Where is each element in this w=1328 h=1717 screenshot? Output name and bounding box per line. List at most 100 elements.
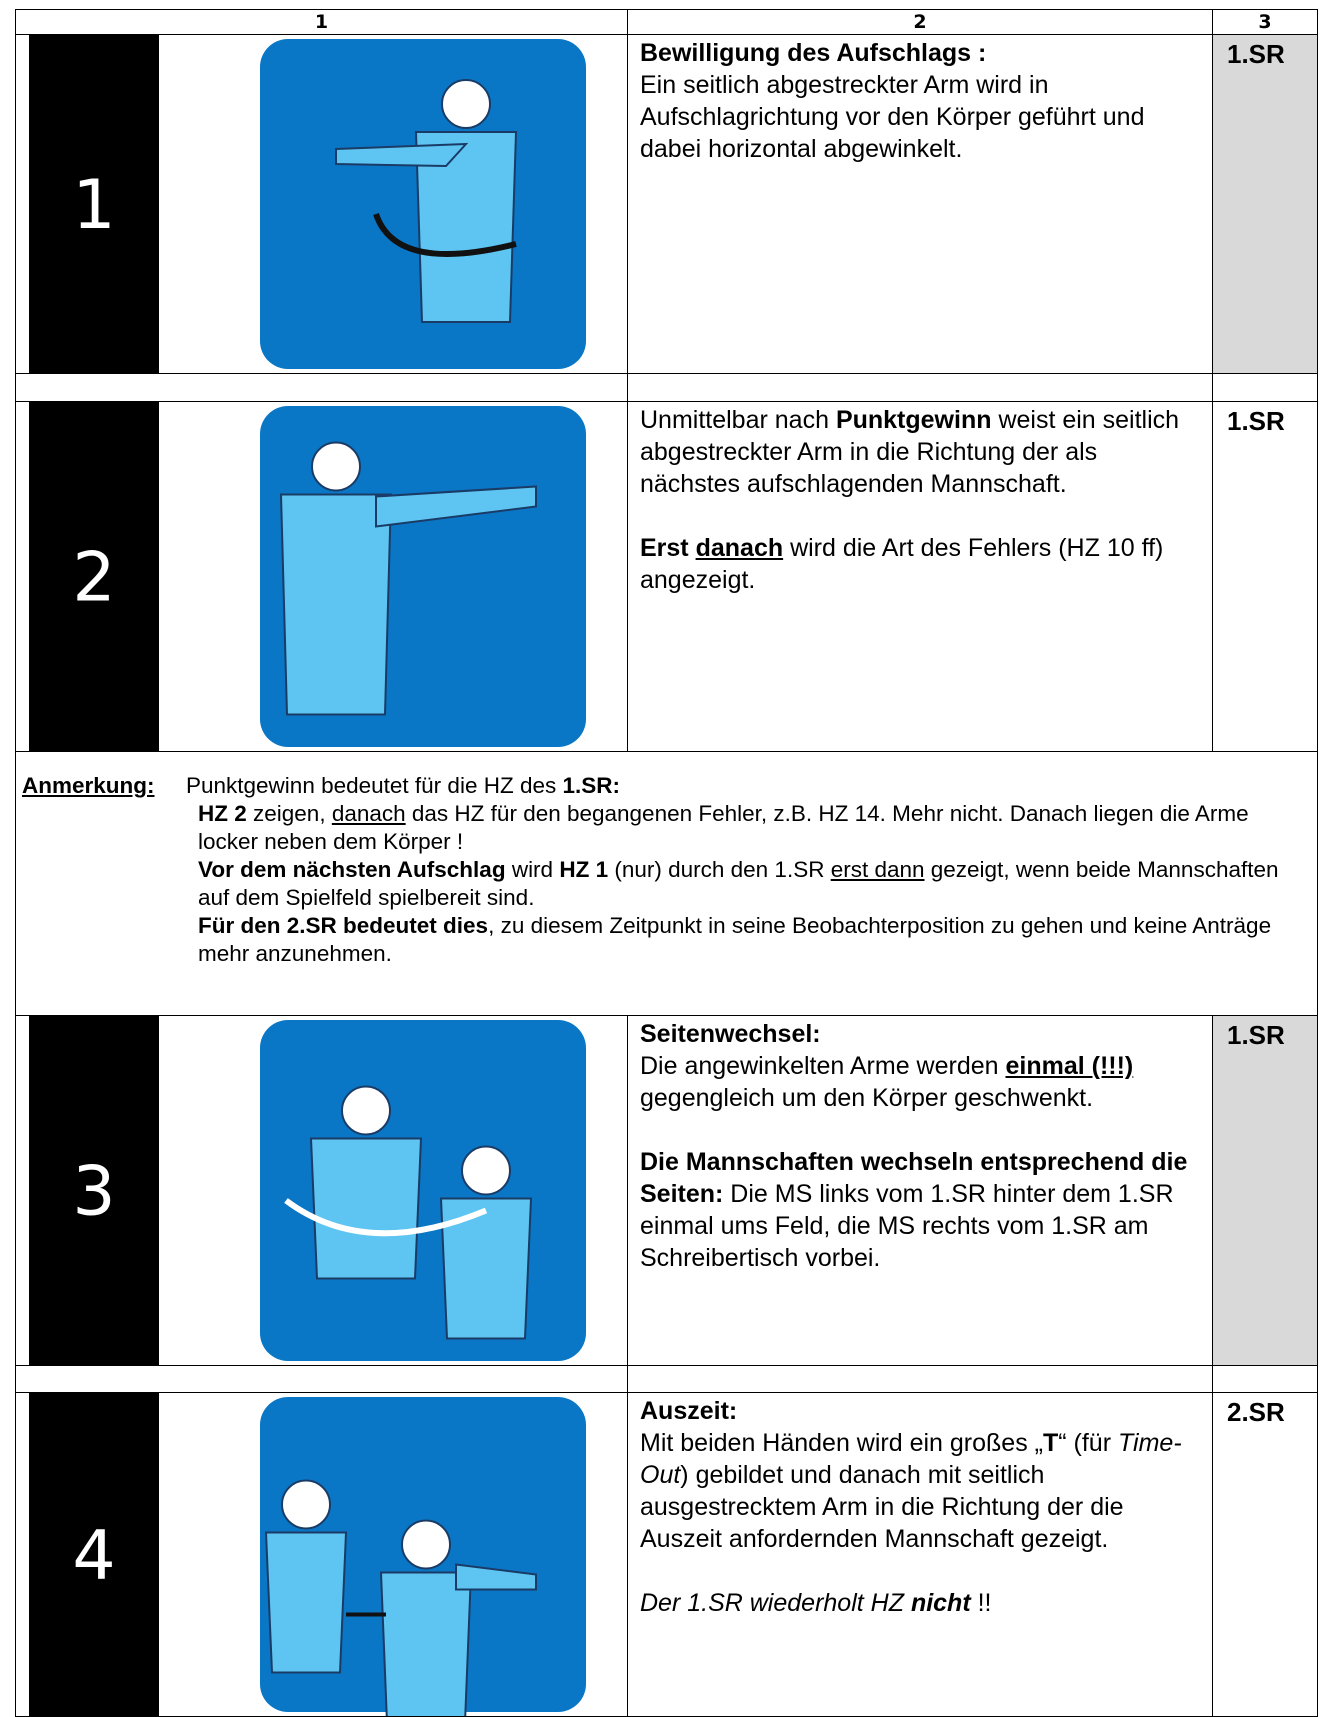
text-run: Für den 2.SR bedeutet dies — [198, 913, 489, 938]
text-run: Time-Out — [640, 1429, 1182, 1489]
signal-icon: 2 — [29, 402, 586, 751]
figure-body — [309, 1137, 423, 1280]
signal-row: 1 Bewilligung des Aufschlags : Ein seitlic… — [15, 34, 1318, 374]
spacer-cell — [1212, 1365, 1318, 1393]
text-run: Punktgewinn — [835, 406, 992, 434]
text-line: Bewilligung des Aufschlags : — [640, 37, 1200, 69]
signal-number: 4 — [72, 1517, 115, 1596]
figure-head — [281, 1479, 331, 1530]
note-cell: Anmerkung: Punktgewinn bedeutet für die H… — [15, 751, 1318, 1016]
figure-body — [379, 1571, 473, 1716]
text-line: Die angewinkelten Arme werden einmal (!!… — [640, 1050, 1200, 1114]
role-cell: 1.SR — [1212, 401, 1318, 752]
image-cell: 3 — [15, 1015, 628, 1366]
text-run: erst dann — [830, 857, 925, 882]
arrow — [284, 1198, 488, 1237]
header-cell: 2 — [627, 9, 1213, 35]
text-run: wird — [505, 857, 560, 882]
text-run: wird die Art des Fehlers (HZ 10 ff) ange… — [640, 534, 1164, 594]
text-run: weist ein seitlich abgestreckter Arm in … — [640, 406, 1180, 498]
figure-body — [414, 131, 518, 323]
figure-body — [279, 493, 393, 716]
text-line: Auszeit: — [640, 1395, 1200, 1427]
signal-number: 3 — [72, 1153, 115, 1232]
text-line: Ein seitlich abgestreckter Arm wird in A… — [640, 69, 1200, 165]
paragraph: Seitenwechsel: Die angewinkelten Arme wer… — [640, 1018, 1200, 1114]
text-line: Die Mannschaften wechseln entsprechend d… — [640, 1146, 1200, 1274]
number-panel — [29, 1016, 159, 1365]
signal-icon: 4 — [29, 1393, 586, 1716]
spacer-cell — [627, 373, 1213, 402]
text-run: Auszeit: — [640, 1397, 738, 1425]
signal-icon: 3 — [29, 1016, 586, 1365]
header-row: 1 2 3 — [15, 9, 1318, 35]
paragraph: Auszeit: Mit beiden Händen wird ein große… — [640, 1395, 1200, 1555]
image-cell: 1 — [15, 34, 628, 374]
text-run: danach — [331, 801, 406, 826]
text-run: nicht — [910, 1589, 971, 1617]
note-line: Für den 2.SR bedeutet dies, zu diesem Ze… — [22, 912, 1309, 968]
text-run: gezeigt, wenn beide Mannschaften auf dem… — [198, 857, 1279, 910]
arrow — [373, 212, 517, 257]
signal-row: 2 Unmittelbar nach Punktgewinn weist ein … — [15, 401, 1318, 752]
text-run: “ (für — [1058, 1429, 1118, 1457]
signal-number: 1 — [72, 166, 115, 245]
text-line: Mit beiden Händen wird ein großes „T“ (f… — [640, 1427, 1200, 1555]
text-run: HZ 1 — [559, 857, 609, 882]
role-cell: 1.SR — [1212, 1015, 1318, 1366]
figure-head — [311, 441, 361, 492]
signal-icon: 1 — [29, 35, 586, 373]
text-run: Die angewinkelten Arme werden — [640, 1052, 1006, 1080]
number-panel — [29, 402, 159, 751]
icon-background — [260, 1020, 586, 1361]
note-line: HZ 2 zeigen, danach das HZ für den began… — [22, 800, 1309, 856]
note-row: Anmerkung: Punktgewinn bedeutet für die H… — [15, 751, 1318, 1016]
role-cell: 1.SR — [1212, 34, 1318, 374]
text-run: zeigen, — [246, 801, 332, 826]
figure-arm — [335, 142, 469, 168]
spacer-cell — [15, 1365, 628, 1393]
note-label-text: Anmerkung: — [22, 773, 155, 798]
text-line: Unmittelbar nach Punktgewinn weist ein s… — [640, 404, 1200, 500]
figure-head — [341, 1085, 391, 1136]
text-run: HZ 2 — [198, 801, 247, 826]
text-run: Bewilligung des Aufschlags : — [640, 39, 987, 67]
text-run: Seitenwechsel: — [640, 1020, 821, 1048]
signal-row: 3 Seitenwechsel: Die angewinkelten Arme we… — [15, 1015, 1318, 1366]
text-run: Die Mannschaften wechseln entsprechend d… — [640, 1148, 1188, 1208]
signal-number: 2 — [72, 539, 115, 618]
figure-head — [441, 79, 491, 129]
header-cell: 3 — [1212, 9, 1318, 35]
figure-body — [439, 1197, 533, 1340]
document: 1 2 3 1 Bewilligung des Aufschlags : Ein s… — [15, 9, 1318, 1717]
paragraph: Unmittelbar nach Punktgewinn weist ein s… — [640, 404, 1200, 500]
text-run: Ein seitlich abgestreckter Arm wird in A… — [640, 71, 1145, 163]
figure-body — [264, 1531, 348, 1674]
description-cell: Seitenwechsel: Die angewinkelten Arme wer… — [627, 1015, 1213, 1366]
paragraph: Bewilligung des Aufschlags : Ein seitlich… — [640, 37, 1200, 165]
text-run: 1.SR: — [562, 773, 620, 798]
paragraph: Der 1.SR wiederholt HZ nicht !! — [640, 1587, 1200, 1619]
text-run: das HZ für den begangenen Fehler, z.B. H… — [198, 801, 1249, 854]
text-run: Punktgewinn bedeutet für die HZ des — [186, 773, 563, 798]
spacer-cell — [1212, 373, 1318, 402]
text-run: danach — [695, 534, 784, 562]
text-line: Der 1.SR wiederholt HZ nicht !! — [640, 1587, 1200, 1619]
note-label: Anmerkung: — [22, 772, 186, 800]
number-panel — [29, 35, 159, 373]
text-run: T — [1042, 1429, 1059, 1457]
text-run: Mit beiden Händen wird ein großes „ — [640, 1429, 1043, 1457]
image-cell: 4 — [15, 1392, 628, 1717]
text-run: , zu diesem Zeitpunkt in seine Beobachte… — [198, 913, 1272, 966]
signal-row: 4 Auszeit: Mit beiden Händen wird ein groß… — [15, 1392, 1318, 1717]
text-run: einmal (!!!) — [1005, 1052, 1134, 1080]
figure-head — [461, 1145, 511, 1196]
role-cell: 2.SR — [1212, 1392, 1318, 1717]
figure-head — [401, 1519, 451, 1570]
text-run: Die MS links vom 1.SR hinter dem 1.SR ei… — [640, 1180, 1174, 1272]
figure-arm — [375, 485, 537, 528]
text-line: Erst danach wird die Art des Fehlers (HZ… — [640, 532, 1200, 596]
text-run: Unmittelbar nach — [640, 406, 836, 434]
text-run: Erst — [640, 534, 696, 562]
